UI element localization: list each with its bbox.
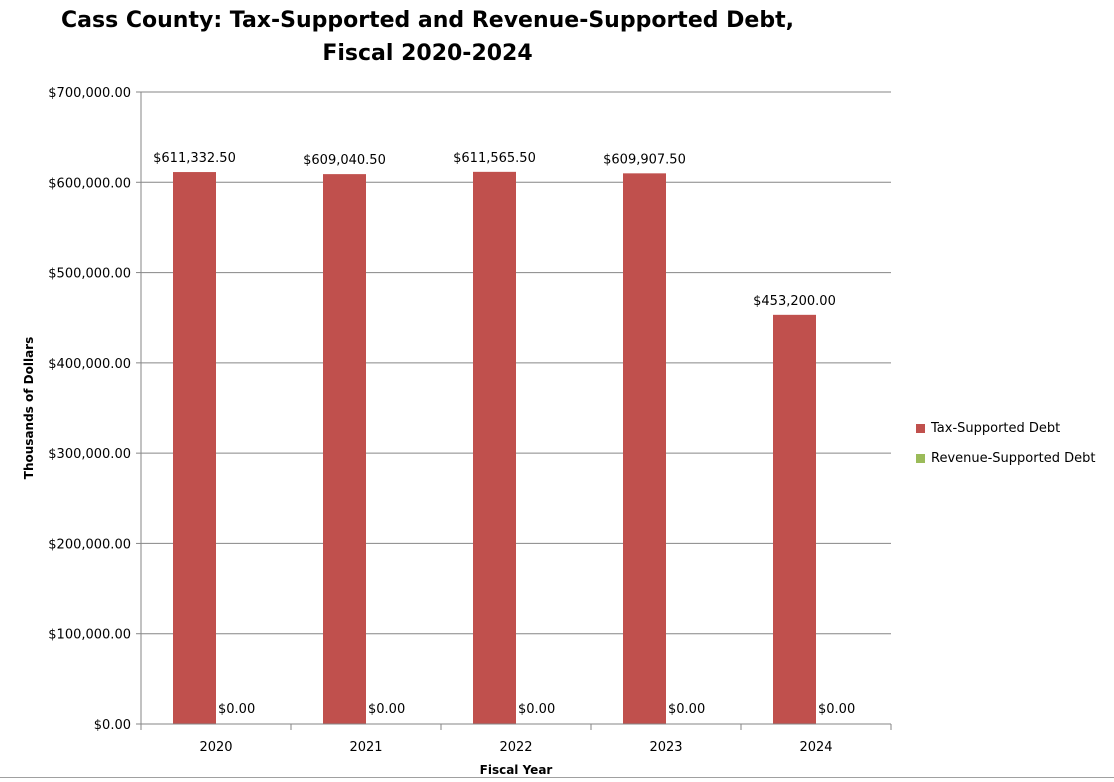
x-tick-label: 2020 — [199, 740, 232, 755]
y-tick-label: $500,000.00 — [48, 267, 131, 282]
data-label-tax: $611,565.50 — [453, 151, 536, 166]
border-line — [0, 777, 1114, 778]
y-tick-label: $700,000.00 — [48, 86, 131, 101]
x-tick-label: 2021 — [349, 740, 382, 755]
data-label-tax: $609,040.50 — [303, 153, 386, 168]
bar-tax — [323, 174, 366, 725]
data-label-tax: $609,907.50 — [603, 152, 686, 167]
chart-title: Cass County: Tax-Supported and Revenue-S… — [0, 4, 855, 70]
y-tick-label: $200,000.00 — [48, 537, 131, 552]
bar-tax — [473, 171, 516, 724]
legend-item-revenue: Revenue-Supported Debt — [916, 443, 1095, 473]
data-label-tax: $453,200.00 — [753, 294, 836, 309]
bar-tax — [773, 314, 816, 724]
y-tick-label: $100,000.00 — [48, 628, 131, 643]
title-line-2: Fiscal 2020-2024 — [322, 41, 533, 66]
data-label-tax: $611,332.50 — [153, 151, 236, 166]
x-axis-title: Fiscal Year — [480, 763, 553, 777]
y-tick-label: $600,000.00 — [48, 176, 131, 191]
bar-tax — [623, 173, 666, 725]
x-tick-label: 2022 — [499, 740, 532, 755]
legend-swatch-tax — [916, 423, 925, 433]
x-tick-label: 2024 — [799, 740, 832, 755]
data-label-revenue: $0.00 — [218, 702, 255, 717]
title-line-1: Cass County: Tax-Supported and Revenue-S… — [61, 8, 794, 33]
data-label-revenue: $0.00 — [818, 702, 855, 717]
y-tick-label: $0.00 — [94, 718, 131, 733]
y-tick-label: $400,000.00 — [48, 357, 131, 372]
legend-swatch-revenue — [916, 453, 925, 463]
legend-item-tax: Tax-Supported Debt — [916, 413, 1095, 443]
y-axis-title: Thousands of Dollars — [22, 337, 36, 479]
legend-label-tax: Tax-Supported Debt — [931, 420, 1061, 436]
data-label-revenue: $0.00 — [368, 702, 405, 717]
x-tick-label: 2023 — [649, 740, 682, 755]
legend: Tax-Supported Debt Revenue-Supported Deb… — [916, 413, 1095, 473]
y-tick-label: $300,000.00 — [48, 447, 131, 462]
legend-label-revenue: Revenue-Supported Debt — [931, 450, 1096, 466]
data-label-revenue: $0.00 — [518, 702, 555, 717]
data-label-revenue: $0.00 — [668, 702, 705, 717]
bar-tax — [173, 172, 216, 725]
